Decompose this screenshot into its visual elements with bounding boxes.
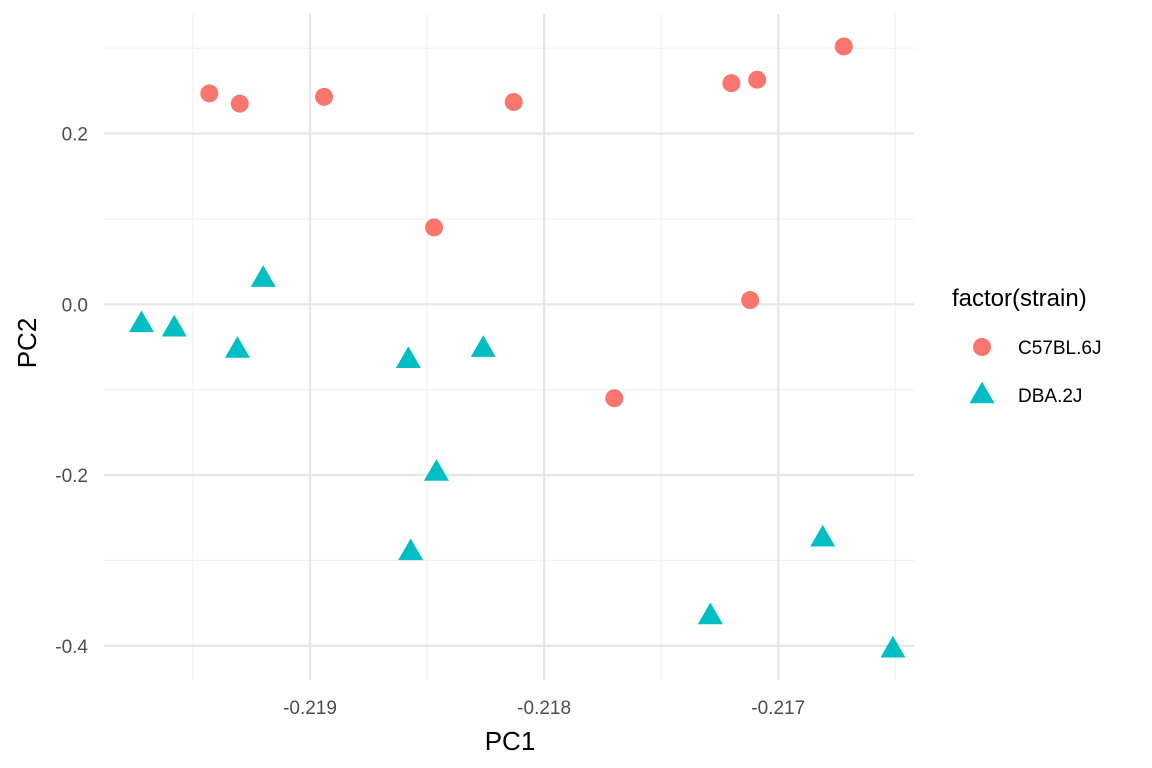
- y-tick-label: -0.4: [55, 637, 88, 658]
- point-dba-2j-0: [128, 310, 154, 333]
- point-c57bl-6j-2: [315, 87, 334, 106]
- x-tick-label: -0.217: [751, 698, 805, 719]
- x-tick-label: -0.218: [517, 698, 571, 719]
- legend-key-1: [969, 381, 995, 404]
- point-dba-2j-9: [810, 524, 836, 547]
- grid-layer: [104, 14, 914, 680]
- point-c57bl-6j-4: [722, 74, 741, 93]
- point-dba-2j-8: [697, 602, 723, 625]
- legend-label-0: C57BL.6J: [1018, 338, 1101, 359]
- axis-layer: PC1 PC2 -0.219 -0.218 -0.217 -0.4 -0.2 0.0 0.2: [12, 125, 805, 756]
- point-c57bl-6j-0: [200, 84, 219, 103]
- point-c57bl-6j-9: [605, 389, 624, 408]
- point-dba-2j-2: [224, 336, 250, 358]
- point-dba-2j-10: [880, 635, 906, 658]
- point-dba-2j-1: [161, 314, 187, 337]
- point-dba-2j-3: [250, 265, 276, 287]
- point-c57bl-6j-3: [504, 92, 523, 111]
- legend-key-0: [973, 338, 991, 356]
- point-c57bl-6j-7: [425, 218, 444, 237]
- point-c57bl-6j-1: [230, 94, 249, 113]
- point-c57bl-6j-6: [834, 37, 853, 56]
- y-axis-title: PC2: [12, 318, 42, 369]
- point-c57bl-6j-8: [741, 291, 760, 310]
- point-c57bl-6j-5: [748, 70, 767, 89]
- y-tick-label: -0.2: [55, 466, 88, 487]
- legend-title: factor(strain): [952, 285, 1087, 312]
- x-axis-title: PC1: [485, 726, 536, 756]
- legend-items: C57BL.6J DBA.2J: [969, 338, 1101, 407]
- y-tick-label: 0.2: [62, 125, 88, 146]
- y-tick-label: 0.0: [62, 295, 88, 316]
- point-dba-2j-4: [395, 346, 421, 369]
- points-layer: [128, 37, 906, 658]
- legend-label-1: DBA.2J: [1018, 386, 1082, 407]
- point-dba-2j-7: [398, 538, 424, 561]
- x-tick-label: -0.219: [283, 698, 337, 719]
- point-dba-2j-5: [470, 335, 496, 357]
- legend: factor(strain) C57BL.6J DBA.2J: [952, 285, 1101, 407]
- point-dba-2j-6: [423, 459, 449, 481]
